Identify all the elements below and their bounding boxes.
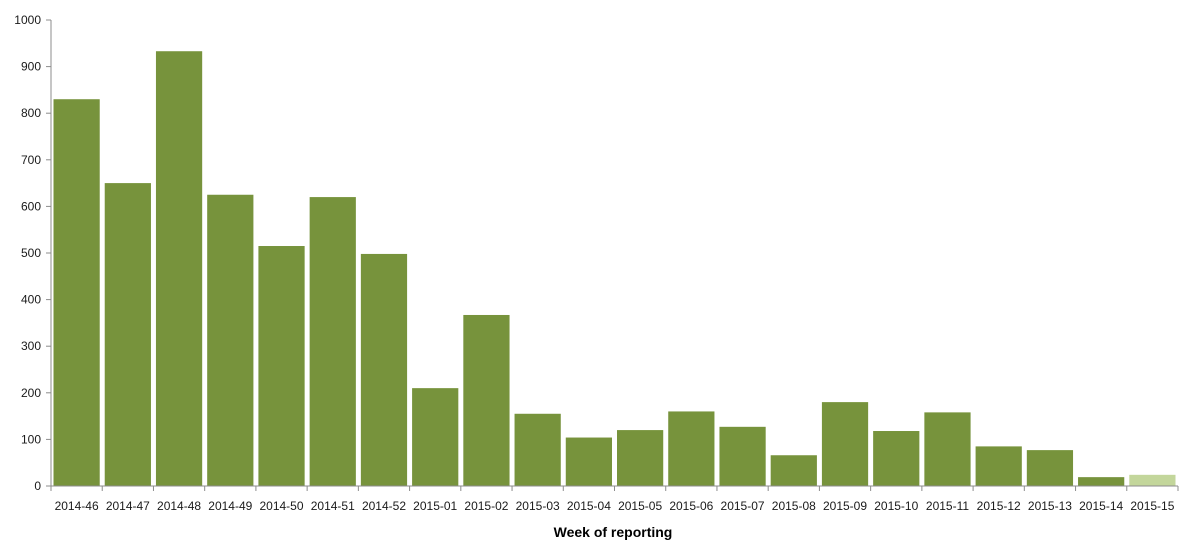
bar-2015-04 — [565, 437, 612, 486]
x-tick-label: 2015-07 — [721, 499, 765, 513]
bar-2015-01 — [412, 388, 459, 486]
x-tick-label: 2014-47 — [106, 499, 150, 513]
x-tick-label: 2014-50 — [259, 499, 303, 513]
y-tick-label: 200 — [21, 386, 41, 400]
x-tick-label: 2015-02 — [464, 499, 508, 513]
bar-2015-09 — [821, 402, 869, 486]
x-tick-label: 2014-46 — [55, 499, 99, 513]
x-tick-label: 2015-15 — [1130, 499, 1174, 513]
bar-2014-51 — [309, 197, 356, 486]
x-tick-label: 2015-10 — [874, 499, 918, 513]
x-tick-label: 2015-05 — [618, 499, 662, 513]
y-tick-label: 800 — [21, 106, 41, 120]
y-tick-label: 700 — [21, 153, 41, 167]
x-tick-label: 2015-14 — [1079, 499, 1123, 513]
bars — [53, 51, 1176, 487]
x-tick-label: 2015-03 — [516, 499, 560, 513]
y-tick-label: 600 — [21, 199, 41, 213]
x-tick-label: 2015-01 — [413, 499, 457, 513]
y-axis: 0 100 200 300 400 500 600 700 800 900 1000 — [14, 13, 52, 493]
bar-2014-48 — [155, 51, 203, 487]
bar-2015-13 — [1026, 450, 1074, 486]
bar-2014-49 — [207, 194, 254, 486]
bar-2015-03 — [514, 413, 561, 486]
x-tick-label: 2015-13 — [1028, 499, 1072, 513]
x-tick-label: 2015-06 — [669, 499, 713, 513]
x-tick-label: 2015-04 — [567, 499, 611, 513]
bar-2015-15 — [1129, 474, 1176, 486]
bar-2015-14 — [1078, 477, 1125, 486]
bar-2015-11 — [924, 412, 971, 486]
bar-2014-47 — [104, 183, 151, 486]
bar-2014-46 — [53, 99, 100, 486]
y-tick-label: 300 — [21, 339, 41, 353]
y-tick-label: 1000 — [14, 13, 41, 27]
bar-2015-02 — [463, 314, 510, 486]
bar-2015-10 — [873, 431, 920, 486]
x-tick-label: 2014-52 — [362, 499, 406, 513]
y-tick-label: 900 — [21, 60, 41, 74]
x-axis-title: Week of reporting — [554, 524, 673, 540]
x-tick-label: 2015-12 — [977, 499, 1021, 513]
bar-2015-08 — [770, 455, 817, 486]
y-tick-label: 100 — [21, 432, 41, 446]
x-axis: 2014-46 2014-47 2014-48 2014-49 2014-50 2014-… — [50, 485, 1179, 513]
x-tick-label: 2015-11 — [926, 499, 969, 513]
y-tick-label: 400 — [21, 293, 41, 307]
bar-2015-05 — [617, 430, 664, 486]
x-tick-label: 2015-08 — [772, 499, 816, 513]
x-tick-label: 2014-49 — [208, 499, 252, 513]
x-tick-label: 2014-48 — [157, 499, 201, 513]
bar-2014-52 — [360, 253, 408, 486]
x-tick-label: 2015-09 — [823, 499, 867, 513]
bar-2015-06 — [668, 411, 715, 486]
bar-2014-50 — [258, 246, 305, 486]
bar-2015-12 — [975, 446, 1022, 486]
y-tick-label: 0 — [34, 479, 41, 493]
x-tick-label: 2014-51 — [311, 499, 355, 513]
y-tick-label: 500 — [21, 246, 41, 260]
bar-2015-07 — [719, 426, 766, 486]
